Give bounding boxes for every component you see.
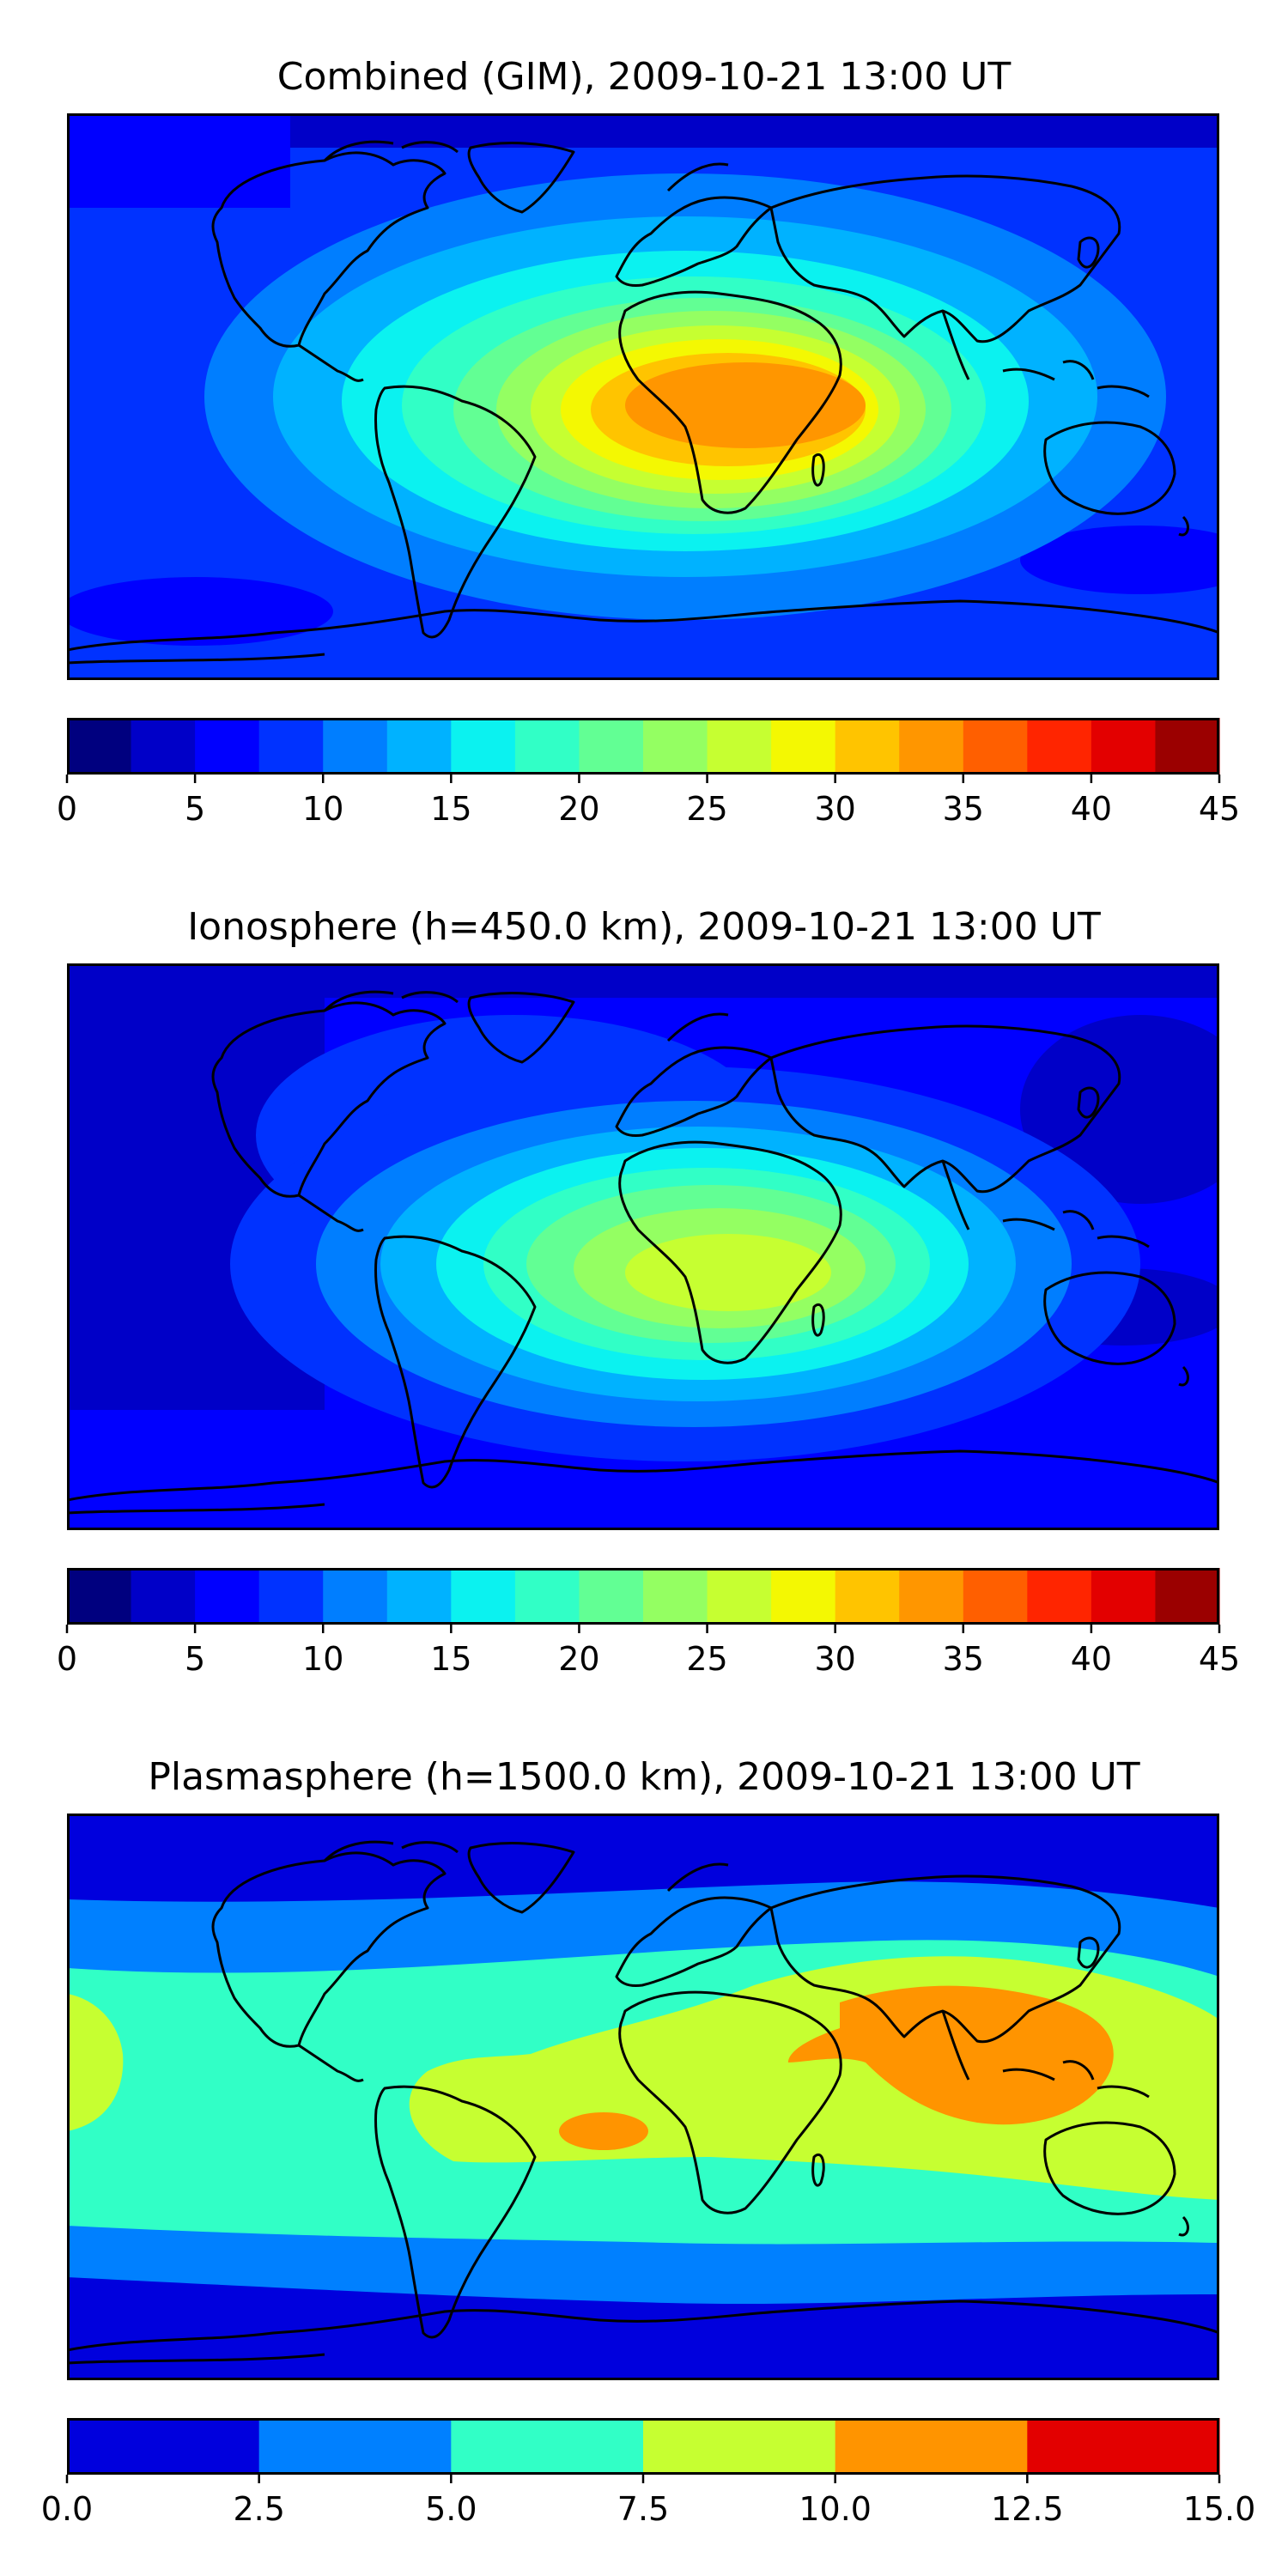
- colorbar-segment: [835, 1568, 900, 1625]
- colorbar-segment: [1027, 2418, 1220, 2475]
- combined-tec-map: [67, 113, 1219, 680]
- colorbar-tick-label: 0.0: [40, 2490, 94, 2528]
- colorbar-segment: [258, 718, 324, 775]
- colorbar-segment: [67, 718, 132, 775]
- colorbar-tick-label: 0: [56, 790, 78, 828]
- colorbar-segment: [323, 1568, 388, 1625]
- colorbar-segment: [707, 718, 772, 775]
- colorbar-segment: [1155, 718, 1220, 775]
- colorbar-tick-label: 30: [814, 1640, 856, 1678]
- panel-3-title: Plasmasphere (h=1500.0 km), 2009-10-21 1…: [148, 1755, 1140, 1799]
- colorbar-segment: [1027, 718, 1092, 775]
- colorbar-tick-label: 40: [1070, 790, 1113, 828]
- colorbar-segment: [1155, 1568, 1220, 1625]
- colorbar-segment: [386, 718, 452, 775]
- colorbar-tick-label: 2.5: [233, 2490, 285, 2528]
- colorbar-segment: [514, 718, 580, 775]
- colorbar-segment: [579, 718, 644, 775]
- colorbar-segment: [131, 718, 196, 775]
- colorbar-segment: [1027, 1568, 1092, 1625]
- colorbar-segment: [963, 1568, 1028, 1625]
- colorbar-segment: [131, 1568, 196, 1625]
- colorbar-segment: [514, 1568, 580, 1625]
- colorbar-tick-label: 10: [302, 1640, 344, 1678]
- colorbar-tick-label: 10: [302, 790, 344, 828]
- colorbar-segment: [771, 718, 836, 775]
- colorbar-segment: [835, 718, 900, 775]
- colorbar-segment: [1091, 718, 1157, 775]
- colorbar-frame: [67, 2418, 1219, 2475]
- colorbar-tick-label: 40: [1070, 1640, 1113, 1678]
- colorbar-tick-label: 45: [1198, 790, 1241, 828]
- colorbar-tick-label: 25: [686, 790, 728, 828]
- colorbar-tick-label: 10.0: [799, 2490, 872, 2528]
- plasmasphere-tec-map: [67, 1814, 1219, 2380]
- colorbar-tick-label: 5: [185, 1640, 206, 1678]
- colorbar-frame: [67, 718, 1219, 775]
- colorbar-tick-label: 12.5: [991, 2490, 1064, 2528]
- colorbar-tick-label: 7.5: [617, 2490, 670, 2528]
- colorbar-segment: [451, 1568, 516, 1625]
- colorbar-segment: [963, 718, 1028, 775]
- colorbar-tick-label: 0: [56, 1640, 78, 1678]
- colorbar-tick-label: 20: [558, 1640, 600, 1678]
- colorbar-tick-label: 25: [686, 1640, 728, 1678]
- colorbar-segment: [67, 1568, 132, 1625]
- colorbar-frame: [67, 1568, 1219, 1625]
- colorbar-segment: [323, 718, 388, 775]
- colorbar-tick-label: 5: [185, 790, 206, 828]
- colorbar-segment: [1091, 1568, 1157, 1625]
- colorbar-tick-label: 35: [942, 1640, 984, 1678]
- colorbar-tick-label: 15.0: [1182, 2490, 1256, 2528]
- colorbar-segment: [643, 1568, 708, 1625]
- colorbar-tick-label: 20: [558, 790, 600, 828]
- colorbar-segment: [899, 718, 964, 775]
- colorbar-segment: [643, 718, 708, 775]
- colorbar-segment: [451, 2418, 644, 2475]
- colorbar-segment: [579, 1568, 644, 1625]
- colorbar-segment: [195, 718, 260, 775]
- panel-2-colorbar: [65, 1568, 1221, 1633]
- colorbar-segment: [258, 1568, 324, 1625]
- colorbar-segment: [451, 718, 516, 775]
- panel-1-colorbar: [65, 718, 1221, 783]
- colorbar-segment: [771, 1568, 836, 1625]
- colorbar-segment: [195, 1568, 260, 1625]
- colorbar-tick-label: 15: [430, 1640, 472, 1678]
- colorbar-segment: [707, 1568, 772, 1625]
- colorbar-tick-label: 45: [1198, 1640, 1241, 1678]
- panel-1-title: Combined (GIM), 2009-10-21 13:00 UT: [276, 55, 1012, 99]
- colorbar-segment: [899, 1568, 964, 1625]
- colorbar-tick-label: 5.0: [425, 2490, 477, 2528]
- colorbar-tick-label: 35: [942, 790, 984, 828]
- colorbar-segment: [258, 2418, 452, 2475]
- colorbar-segment: [386, 1568, 452, 1625]
- panel-2-title: Ionosphere (h=450.0 km), 2009-10-21 13:0…: [187, 905, 1101, 949]
- colorbar-tick-label: 30: [814, 790, 856, 828]
- panel-3-colorbar: [65, 2418, 1221, 2483]
- colorbar-segment: [643, 2418, 836, 2475]
- ionosphere-tec-map: [67, 963, 1219, 1530]
- colorbar-segment: [67, 2418, 260, 2475]
- colorbar-segment: [835, 2418, 1028, 2475]
- colorbar-tick-label: 15: [430, 790, 472, 828]
